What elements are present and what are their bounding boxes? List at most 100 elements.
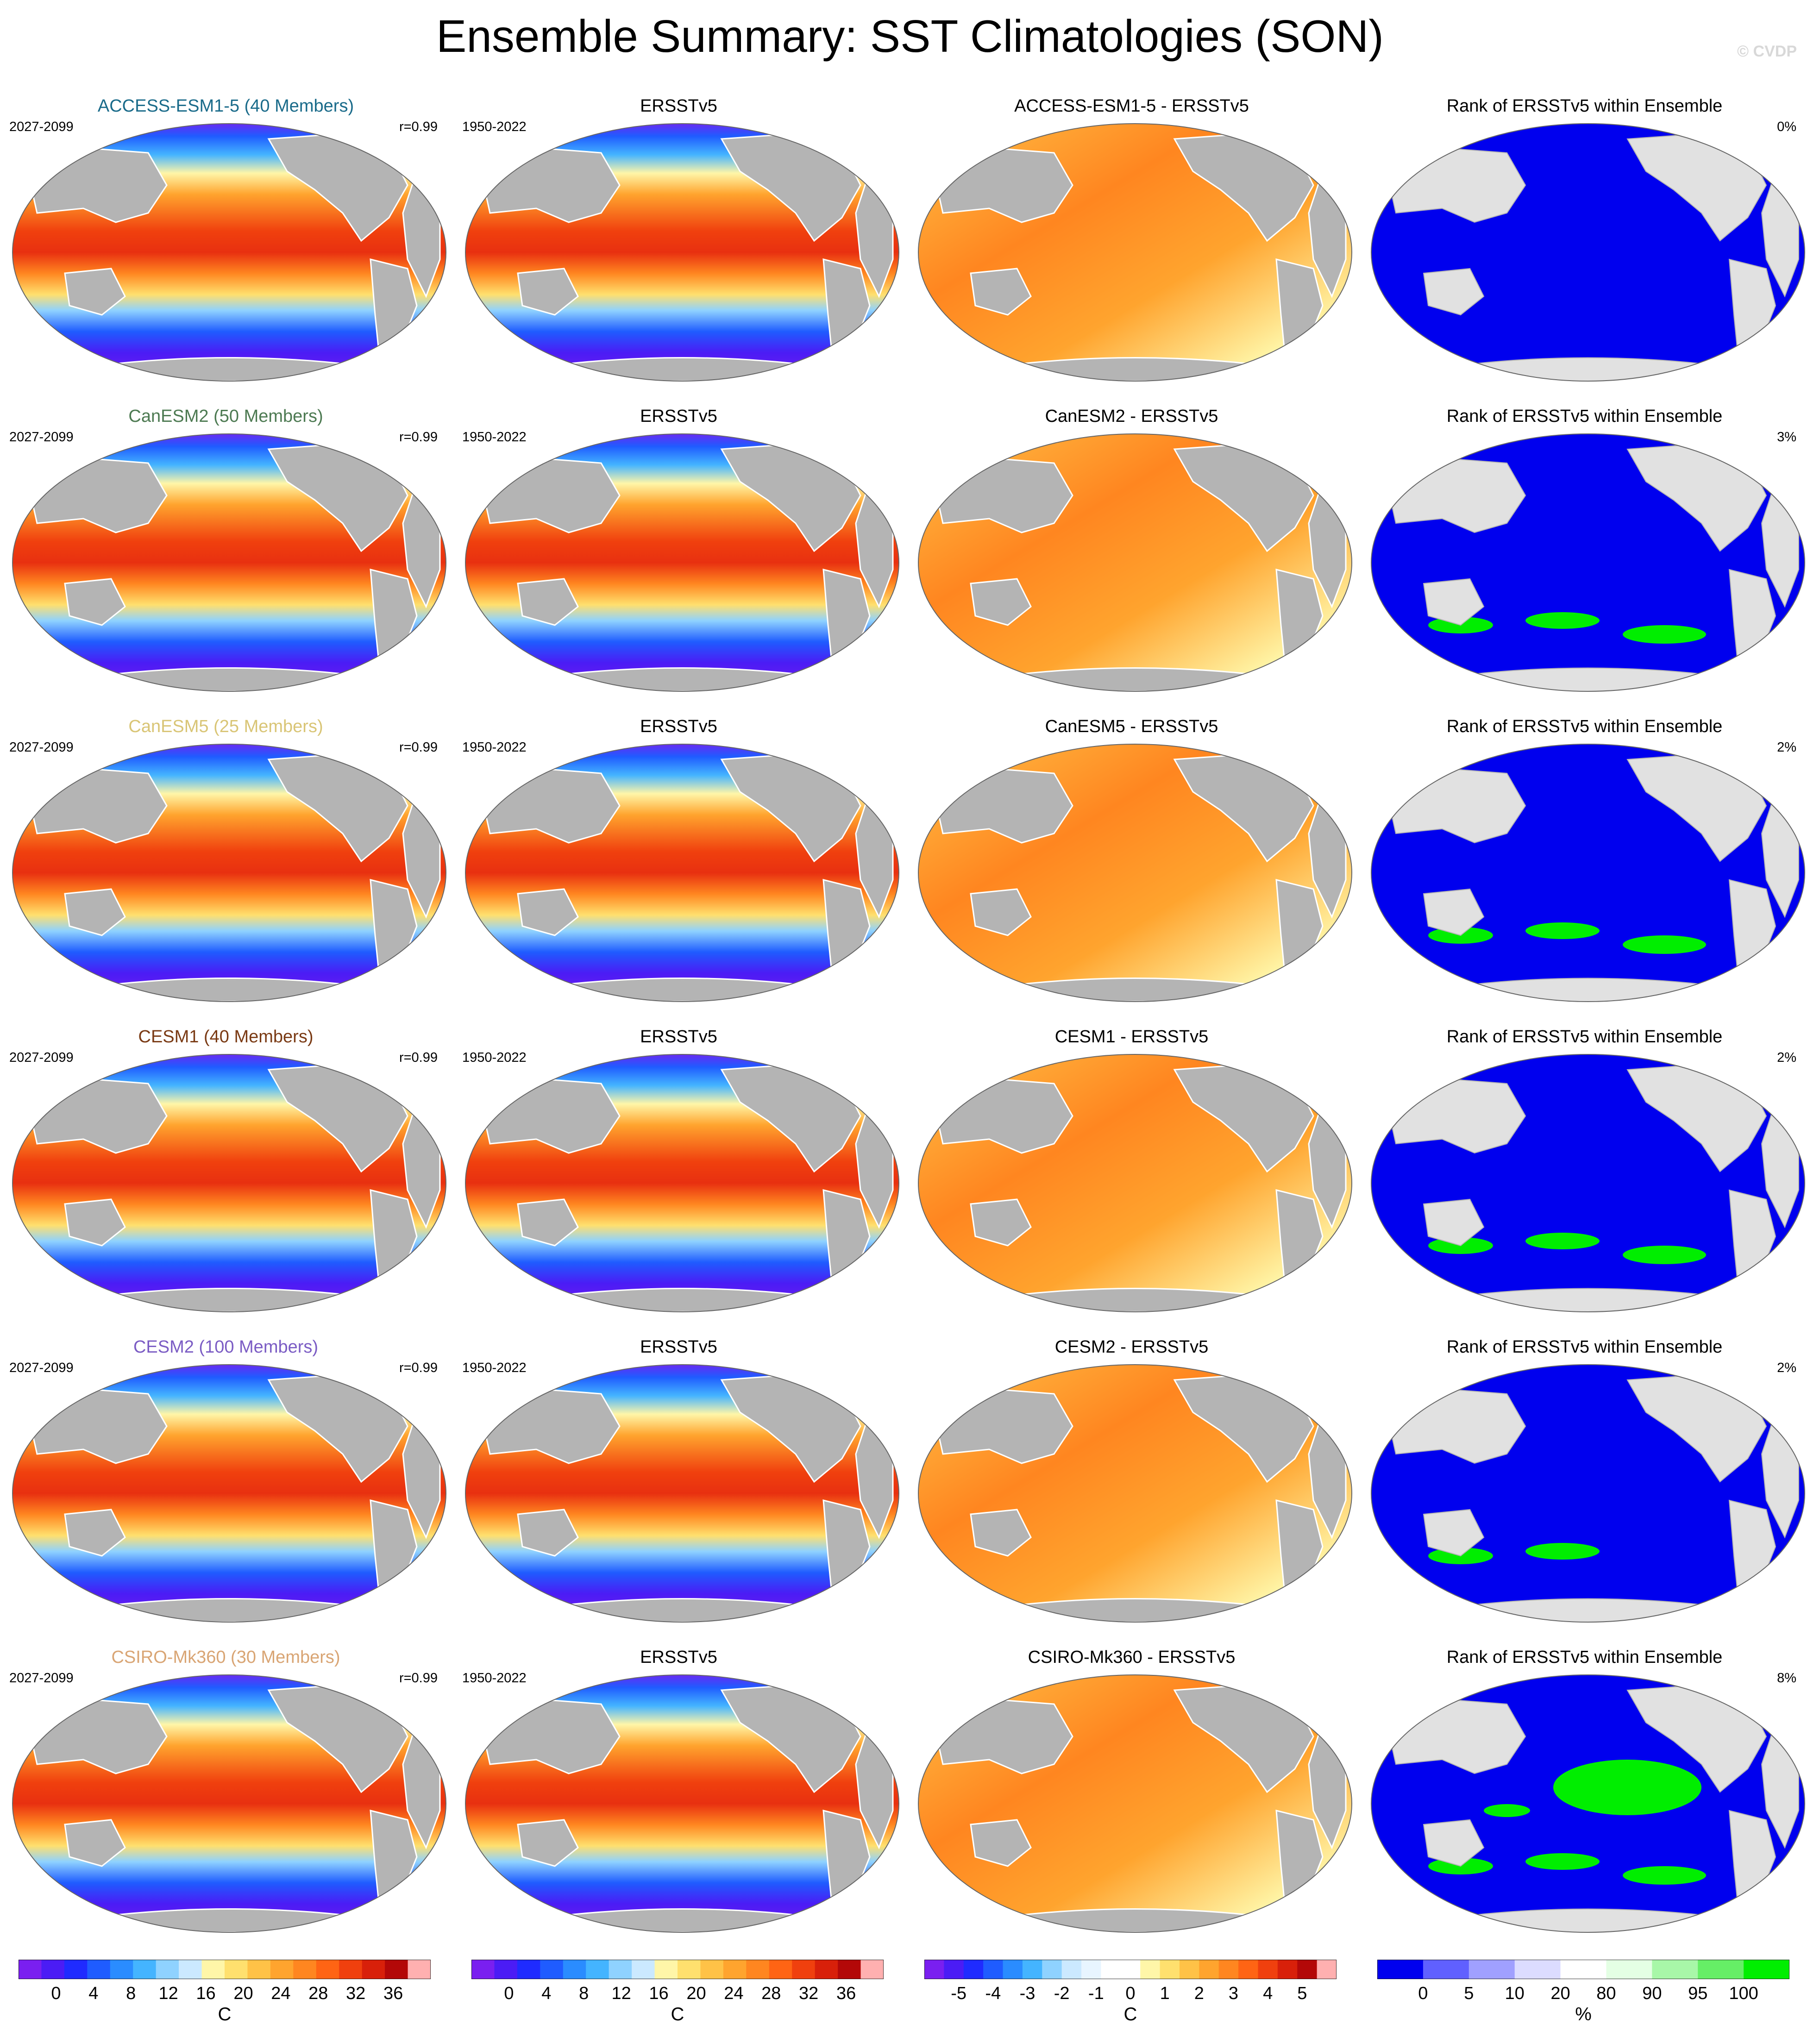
colorbar-swatch (654, 1960, 678, 1979)
sst-map (12, 1674, 446, 1933)
colorbar-tick-label: 20 (686, 1984, 706, 2003)
difference-panel: CanESM2 - ERSSTv5 (906, 398, 1357, 708)
rank-map (1371, 1674, 1805, 1933)
colorbar-tick-label: 12 (611, 1984, 631, 2003)
colorbar-swatch (746, 1960, 770, 1979)
difference-panel: CSIRO-Mk360 - ERSSTv5 (906, 1639, 1357, 1949)
obs-panel: ERSSTv5 1950-2022 (453, 88, 904, 398)
colorbar-swatch (517, 1960, 540, 1979)
colorbar-unit-label: C (1123, 2004, 1137, 2024)
colorbar-swatch (1560, 1960, 1607, 1979)
obs-panel: ERSSTv5 1950-2022 (453, 708, 904, 1019)
panel-title: ACCESS-ESM1-5 (40 Members) (97, 96, 354, 116)
colorbar-swatch (540, 1960, 564, 1979)
model-panel: CESM2 (100 Members) 2027-2099 r=0.99 (0, 1329, 452, 1639)
rank-panel: Rank of ERSSTv5 within Ensemble 0% (1359, 88, 1810, 398)
colorbar-tick-label: 16 (196, 1984, 216, 2003)
colorbar-tick-label: 20 (233, 1984, 253, 2003)
colorbar-unit-label: % (1575, 2004, 1592, 2024)
colorbar-tick-label: 1 (1160, 1984, 1170, 2003)
colorbar-swatch (64, 1960, 88, 1979)
panel-title: CanESM2 - ERSSTv5 (1045, 407, 1218, 426)
period-label: 1950-2022 (462, 1671, 527, 1686)
diff-map (918, 1674, 1352, 1933)
colorbar-tick-label: 3 (1228, 1984, 1239, 2003)
colorbar-tick-label: 4 (88, 1984, 99, 2003)
panel-title: CESM1 - ERSSTv5 (1054, 1027, 1209, 1047)
colorbar-swatch (201, 1960, 225, 1979)
colorbar-swatch (41, 1960, 65, 1979)
panel-title: ERSSTv5 (640, 1027, 717, 1047)
panel-title: Rank of ERSSTv5 within Ensemble (1446, 1648, 1723, 1667)
sst-map (465, 1674, 899, 1933)
panel-title: CESM1 (40 Members) (138, 1027, 314, 1047)
rank-panel: Rank of ERSSTv5 within Ensemble 3% (1359, 398, 1810, 708)
difference-panel: ACCESS-ESM1-5 - ERSSTv5 (906, 88, 1357, 398)
colorbar-swatch (815, 1960, 838, 1979)
panel-title: ERSSTv5 (640, 1337, 717, 1357)
colorbar-unit-label: C (218, 2004, 232, 2024)
model-panel: ACCESS-ESM1-5 (40 Members) 2027-2099 r=0.9… (0, 88, 452, 398)
period-label: 2027-2099 (9, 1050, 74, 1065)
sst-map (465, 744, 899, 1002)
colorbar-tick-label: 0 (504, 1984, 514, 2003)
rank-percent-label: 3% (1777, 430, 1796, 445)
rank-percent-label: 2% (1777, 1360, 1796, 1375)
colorbar-swatch (156, 1960, 179, 1979)
period-label: 1950-2022 (462, 430, 527, 445)
sst-map (12, 744, 446, 1002)
colorbar-tick-label: 28 (308, 1984, 328, 2003)
colorbar-swatch (586, 1960, 609, 1979)
rank-map (1371, 1364, 1805, 1623)
correlation-label: r=0.99 (399, 1671, 438, 1686)
obs-panel: ERSSTv5 1950-2022 (453, 1639, 904, 1949)
colorbar-swatch (563, 1960, 586, 1979)
period-label: 2027-2099 (9, 1671, 74, 1686)
colorbar-tick-label: 0 (1125, 1984, 1136, 2003)
colorbar-tick-label: 90 (1642, 1984, 1662, 2003)
colorbar-tick-label: 24 (724, 1984, 744, 2003)
colorbar-unit-label: C (671, 2004, 684, 2024)
colorbar-swatch (1101, 1960, 1121, 1979)
diff-map (918, 1364, 1352, 1623)
colorbar-tick-label: 5 (1464, 1984, 1474, 2003)
colorbar-swatch (1179, 1960, 1199, 1979)
colorbar-tick-label: -2 (1054, 1984, 1070, 2003)
colorbar-swatch (609, 1960, 632, 1979)
colorbar-tick-label: 0 (1418, 1984, 1428, 2003)
page-title: Ensemble Summary: SST Climatologies (SON… (436, 11, 1384, 62)
colorbar-swatch (225, 1960, 248, 1979)
sst-map (465, 1364, 899, 1623)
period-label: 2027-2099 (9, 119, 74, 134)
sst-map (465, 433, 899, 692)
correlation-label: r=0.99 (399, 740, 438, 755)
colorbar-swatch (1081, 1960, 1101, 1979)
colorbar-swatch (983, 1960, 1004, 1979)
colorbar-swatch (1652, 1960, 1698, 1979)
rank-percent-label: 2% (1777, 740, 1796, 755)
colorbar-swatch (494, 1960, 518, 1979)
colorbar-swatch (1061, 1960, 1082, 1979)
panel-title: CanESM5 (25 Members) (128, 717, 323, 736)
colorbar-swatch (1022, 1960, 1042, 1979)
colorbar-swatches (471, 1960, 884, 1979)
correlation-label: r=0.99 (399, 430, 438, 445)
colorbar-swatch (339, 1960, 363, 1979)
colorbar-swatch (1042, 1960, 1062, 1979)
colorbar-tick-label: 28 (761, 1984, 781, 2003)
difference-panel: CESM1 - ERSSTv5 (906, 1019, 1357, 1329)
colorbar-difference: -5 -4 -3 -2 -1 0 1 2 3 4 5 C (906, 1960, 1357, 2034)
colorbar-swatch (1160, 1960, 1180, 1979)
colorbar-swatch (944, 1960, 964, 1979)
colorbar-swatch (1514, 1960, 1561, 1979)
diff-map (918, 1054, 1352, 1312)
panel-title: ERSSTv5 (640, 717, 717, 736)
sst-map (12, 123, 446, 382)
colorbar-swatch (1469, 1960, 1515, 1979)
colorbar-swatch (838, 1960, 861, 1979)
colorbar-rank: 0 5 10 20 80 90 95 100% (1359, 1960, 1810, 2034)
colorbar-swatch (860, 1960, 884, 1979)
colorbar-swatch (471, 1960, 495, 1979)
colorbar-model-sst: 0 4 8 12 16 20 24 28 32 36 C (0, 1960, 452, 2034)
colorbar-swatch (1297, 1960, 1318, 1979)
